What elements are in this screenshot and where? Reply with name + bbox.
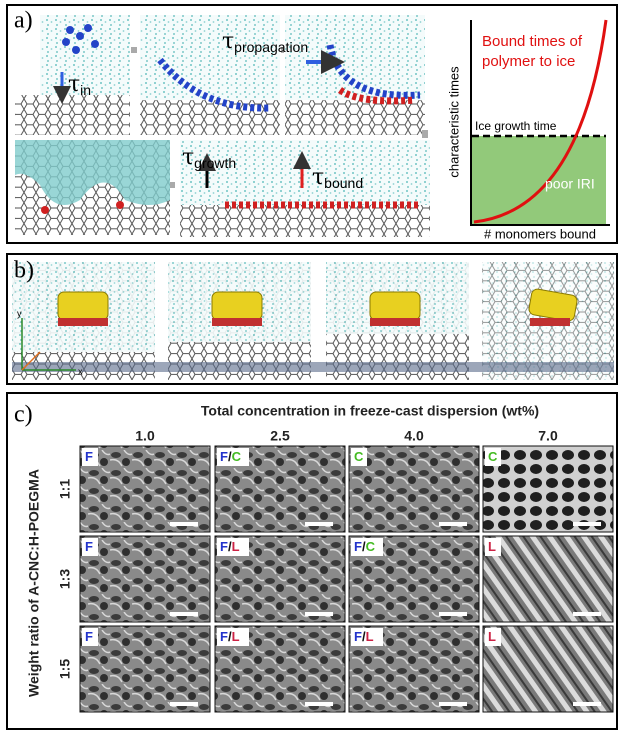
column-header: 2.5 <box>270 428 290 444</box>
label-box <box>82 448 98 466</box>
micrograph <box>482 625 614 713</box>
label-box <box>351 628 383 646</box>
scale-bar <box>573 612 601 616</box>
condition-label: F/C <box>354 539 376 554</box>
label-box <box>485 448 501 466</box>
scale-bar <box>305 702 333 706</box>
scale-bar <box>305 612 333 616</box>
condition-label: F <box>85 539 93 554</box>
condition-label: F/C <box>220 449 242 464</box>
label-box <box>485 538 501 556</box>
scale-bar <box>305 522 333 526</box>
row-header: 1:1 <box>57 479 73 499</box>
label-box <box>351 448 367 466</box>
scale-bar <box>573 702 601 706</box>
condition-label: C <box>354 449 364 464</box>
label-box <box>485 628 501 646</box>
label-box <box>351 538 383 556</box>
label-box <box>217 538 249 556</box>
row-axis-label: Weight ratio of A-CNC:H-POEGMA <box>26 469 42 697</box>
micrograph <box>482 445 614 533</box>
condition-label: F <box>85 449 93 464</box>
micrograph <box>348 445 480 533</box>
curve-label-line: Bound times of <box>482 33 583 50</box>
micrograph <box>482 535 614 623</box>
condition-label: F/L <box>220 629 240 644</box>
schematic-plot <box>470 19 610 226</box>
label-box <box>82 628 98 646</box>
panel-label: b) <box>14 258 34 284</box>
micrograph <box>79 445 211 533</box>
panel-frame <box>6 253 618 385</box>
micrograph <box>79 625 211 713</box>
tau-propagation: τpropagation <box>222 29 308 55</box>
panel-label: a) <box>14 8 33 34</box>
scale-bar <box>439 702 467 706</box>
panel-title: Total concentration in freeze-cast dispe… <box>201 403 539 419</box>
condition-label: F/L <box>354 629 374 644</box>
scale-bar <box>170 612 198 616</box>
label-box <box>217 628 249 646</box>
scale-bar <box>170 522 198 526</box>
tau-growth: τgrowth <box>182 145 236 171</box>
column-header: 4.0 <box>404 428 424 444</box>
axis-label: y <box>17 308 22 318</box>
condition-label: L <box>488 629 496 644</box>
condition-label: L <box>488 539 496 554</box>
panel-frame <box>6 392 618 730</box>
curve-label: Bound times of polymer to ice <box>482 33 583 70</box>
panel-label: c) <box>14 402 33 428</box>
row-header: 1:3 <box>57 569 73 589</box>
column-header: 7.0 <box>538 428 558 444</box>
scale-bar <box>439 522 467 526</box>
tau-bound: τbound <box>312 165 363 191</box>
line-label: Ice growth time <box>475 119 557 133</box>
condition-label: C <box>488 449 498 464</box>
y-axis-label: characteristic times <box>446 66 461 178</box>
x-axis-label: # monomers bound <box>484 226 596 241</box>
row-header: 1:5 <box>57 659 73 679</box>
protein-snapshots <box>12 262 614 380</box>
scale-bar <box>170 702 198 706</box>
scale-bar <box>573 522 601 526</box>
condition-label: F/L <box>220 539 240 554</box>
region-label: poor IRI <box>545 176 595 192</box>
micrograph <box>79 535 211 623</box>
scale-bar <box>439 612 467 616</box>
curve-label-line: polymer to ice <box>482 53 575 70</box>
tau-in: τin <box>68 72 91 98</box>
simulation-snapshots <box>15 15 430 237</box>
micrograph-grid: 1.0 2.5 4.0 7.0 1:1 F F/C C C 1:3 F F/L F/C L 1:5 F F/L F… <box>57 428 614 713</box>
column-header: 1.0 <box>135 428 155 444</box>
axis-label: x <box>78 366 83 376</box>
label-box <box>82 538 98 556</box>
panel-frame <box>6 4 618 244</box>
label-box <box>217 448 249 466</box>
condition-label: F <box>85 629 93 644</box>
